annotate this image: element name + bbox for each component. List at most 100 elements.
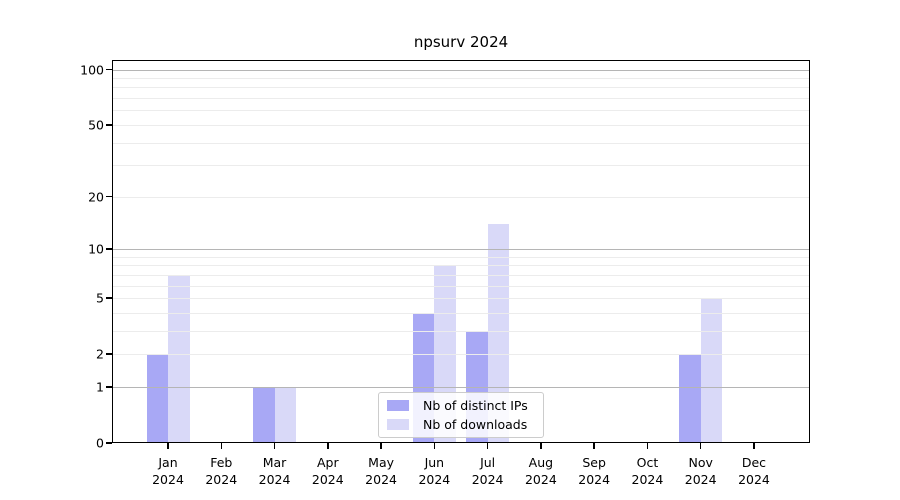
x-tick-label: Apr 2024 <box>312 454 344 488</box>
gridline-minor <box>112 330 810 332</box>
legend-entry-downloads: Nb of downloads <box>387 417 535 434</box>
x-tick-mark <box>327 443 329 449</box>
x-tick-label: Mar 2024 <box>259 454 291 488</box>
bar-downloads <box>487 223 510 443</box>
gridline-minor <box>112 98 810 100</box>
legend-label-distinct-ips: Nb of distinct IPs <box>423 397 528 413</box>
gridline-major <box>112 248 810 250</box>
x-tick-label: Nov 2024 <box>685 454 717 488</box>
y-tick-mark <box>106 297 112 299</box>
x-tick-month: Mar <box>262 455 287 470</box>
legend-entry-distinct-ips: Nb of distinct IPs <box>387 397 535 414</box>
x-tick-year: 2024 <box>365 472 397 487</box>
legend-label-downloads: Nb of downloads <box>423 417 528 433</box>
y-tick-label: 2 <box>96 346 104 362</box>
x-tick-year: 2024 <box>738 472 770 487</box>
grid-layer <box>112 60 810 443</box>
x-tick-year: 2024 <box>258 472 291 487</box>
y-tick-label: 100 <box>80 62 104 78</box>
x-tick-label: Dec 2024 <box>738 454 770 488</box>
x-tick-label: Feb 2024 <box>205 454 237 488</box>
legend-swatch-downloads <box>387 419 409 431</box>
bar-distinct-ips <box>253 386 275 443</box>
legend: Nb of distinct IPs Nb of downloads <box>378 392 544 438</box>
x-tick-mark <box>486 443 489 449</box>
x-tick-mark <box>646 443 649 449</box>
x-tick-year: 2024 <box>578 472 611 487</box>
x-tick-mark <box>167 443 169 449</box>
x-tick-label: Oct 2024 <box>632 454 664 488</box>
legend-swatch-distinct-ips <box>387 399 409 411</box>
x-tick-month: Aug <box>528 455 554 470</box>
x-tick-year: 2024 <box>418 472 451 487</box>
y-tick-label: 0 <box>96 435 104 451</box>
x-tick-year: 2024 <box>631 472 664 487</box>
gridline-minor <box>112 298 810 300</box>
y-tick-mark <box>106 68 112 71</box>
x-tick-month: May <box>368 455 394 470</box>
x-tick-month: Dec <box>741 455 767 470</box>
gridline-minor <box>112 165 810 167</box>
x-tick-mark <box>273 443 276 449</box>
gridline-minor <box>112 256 810 258</box>
gridline-minor <box>112 274 810 276</box>
gridline-minor <box>112 87 810 89</box>
x-tick-label: Sep 2024 <box>578 454 610 488</box>
x-tick-year: 2024 <box>684 472 717 487</box>
x-tick-month: Nov <box>688 455 713 470</box>
y-tick-mark <box>106 442 112 444</box>
y-tick-mark <box>106 248 112 250</box>
x-tick-label: May 2024 <box>365 454 397 488</box>
x-tick-label: Jan 2024 <box>152 454 184 488</box>
y-tick-mark <box>106 386 112 388</box>
bar-downloads <box>168 274 190 443</box>
bar-downloads <box>274 386 297 443</box>
y-tick-label: 20 <box>88 189 104 205</box>
gridline-minor <box>112 285 810 287</box>
gridline-minor <box>112 110 810 112</box>
bar-distinct-ips <box>146 354 168 443</box>
x-tick-mark <box>593 443 595 449</box>
bar-distinct-ips <box>679 354 701 443</box>
bar-downloads <box>700 298 723 443</box>
x-tick-mark <box>433 443 436 449</box>
x-tick-month: Jul <box>480 455 496 470</box>
gridline-minor <box>112 142 810 144</box>
gridline-major <box>112 69 810 71</box>
gridline-major <box>112 386 810 388</box>
gridline-minor <box>112 354 810 356</box>
x-tick-label: Aug 2024 <box>525 454 557 488</box>
x-tick-month: Feb <box>210 455 233 470</box>
y-tick-label: 50 <box>88 117 104 133</box>
y-tick-label: 10 <box>88 241 104 257</box>
x-tick-month: Oct <box>636 455 659 470</box>
x-tick-year: 2024 <box>311 472 344 487</box>
x-tick-year: 2024 <box>471 472 504 487</box>
y-tick-label: 1 <box>96 379 104 395</box>
x-tick-month: Apr <box>316 455 339 470</box>
gridline-minor <box>112 265 810 267</box>
x-tick-month: Jan <box>158 455 178 470</box>
y-tick-mark <box>106 353 112 355</box>
x-tick-mark <box>220 443 222 449</box>
x-tick-year: 2024 <box>205 472 238 487</box>
x-tick-month: Sep <box>582 455 606 470</box>
y-tick-mark <box>106 124 112 126</box>
x-tick-year: 2024 <box>524 472 557 487</box>
gridline-minor <box>112 196 810 198</box>
y-tick-label: 5 <box>96 290 104 306</box>
x-tick-label: Jun 2024 <box>418 454 450 488</box>
x-tick-mark <box>540 443 542 449</box>
x-tick-year: 2024 <box>152 472 184 487</box>
chart-title: npsurv 2024 <box>413 33 509 51</box>
gridline-minor <box>112 78 810 80</box>
x-tick-mark <box>700 443 702 449</box>
gridline-minor <box>112 312 810 314</box>
gridline-minor <box>112 124 810 126</box>
x-tick-mark <box>380 443 382 449</box>
plot-area <box>112 60 810 443</box>
y-tick-mark <box>106 195 112 198</box>
x-tick-label: Jul 2024 <box>472 454 504 488</box>
x-tick-month: Jun <box>424 455 445 470</box>
